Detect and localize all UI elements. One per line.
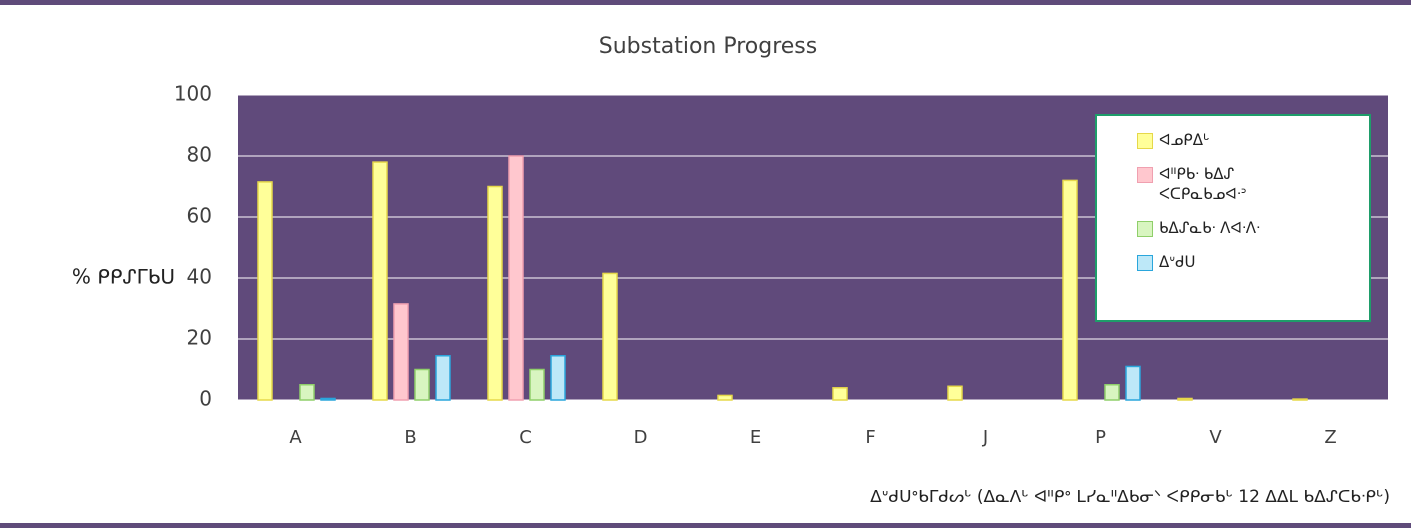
legend-swatch bbox=[1137, 167, 1153, 183]
bar bbox=[832, 387, 848, 401]
legend-swatch bbox=[1137, 221, 1153, 237]
y-tick-label: 20 bbox=[187, 326, 212, 350]
legend-swatch bbox=[1137, 133, 1153, 149]
y-tick-label: 40 bbox=[187, 265, 212, 289]
bar bbox=[435, 355, 451, 401]
bar bbox=[372, 161, 388, 401]
y-tick-label: 60 bbox=[187, 204, 212, 228]
legend-item: ᐃᐡᑯᑌ bbox=[1137, 252, 1307, 272]
legend: ᐊᓄᑭᐃᒡ ᐊᐦᑭᑲᐧ ᑲᐃᔑ ᐸᑕᑭᓇᑲᓄᐊᐧᐣ ᑲᐃᔑᓇᑲᐧ ᐱᐊᐧᐱᐧ ᐃᐡᑯᑌ bbox=[1095, 114, 1371, 322]
chart-title: Substation Progress bbox=[599, 34, 817, 59]
legend-label: ᑲᐃᔑᓇᑲᐧ ᐱᐊᐧᐱᐧ bbox=[1159, 219, 1260, 237]
bar bbox=[487, 185, 503, 401]
bar bbox=[1292, 398, 1308, 401]
x-tick-label: D bbox=[634, 427, 648, 448]
legend-item: ᑲᐃᔑᓇᑲᐧ ᐱᐊᐧᐱᐧ bbox=[1137, 218, 1307, 238]
bar bbox=[602, 272, 618, 401]
x-tick-label: J bbox=[982, 427, 988, 448]
bar bbox=[1062, 179, 1078, 401]
x-tick-label: V bbox=[1209, 427, 1222, 448]
bottom-border bbox=[0, 523, 1411, 528]
bar bbox=[414, 368, 430, 401]
bar bbox=[508, 155, 524, 401]
bar bbox=[550, 355, 566, 401]
legend-label: ᐊᐦᑭᑲᐧ ᑲᐃᔑ ᐸᑕᑭᓇᑲᓄᐊᐧᐣ bbox=[1159, 165, 1247, 203]
bar bbox=[320, 397, 336, 401]
y-tick-label: 80 bbox=[187, 143, 212, 167]
x-tick-label: A bbox=[289, 427, 302, 448]
legend-label: ᐊᓄᑭᐃᒡ bbox=[1159, 131, 1210, 149]
bar bbox=[299, 384, 315, 401]
x-tick-label: B bbox=[404, 427, 416, 448]
x-axis-title: ᐃᐡᑯᑌᐤᑲᒥᑯᔕᒡ (ᐃᓇᐱᒡ ᐊᐦᑭᐤ ᒪᓯᓇᐦᐃᑲᓂᐠ ᐸᑭᑭᓂᑲᒡ 12… bbox=[870, 487, 1390, 507]
bar bbox=[1177, 397, 1193, 401]
legend-swatch bbox=[1137, 255, 1153, 271]
bar bbox=[393, 303, 409, 401]
top-border bbox=[0, 0, 1411, 5]
bar bbox=[257, 181, 273, 401]
bar bbox=[1125, 365, 1141, 401]
legend-item: ᐊᐦᑭᑲᐧ ᑲᐃᔑ ᐸᑕᑭᓇᑲᓄᐊᐧᐣ bbox=[1137, 164, 1307, 204]
bar bbox=[1104, 384, 1120, 401]
bar bbox=[717, 394, 733, 401]
x-tick-label: F bbox=[865, 427, 875, 448]
legend-label: ᐃᐡᑯᑌ bbox=[1159, 253, 1196, 271]
y-tick-label: 0 bbox=[199, 387, 212, 411]
x-tick-label: E bbox=[750, 427, 761, 448]
bar bbox=[529, 368, 545, 401]
bar bbox=[947, 385, 963, 401]
legend-item: ᐊᓄᑭᐃᒡ bbox=[1137, 130, 1307, 150]
y-tick-label: 100 bbox=[174, 82, 212, 106]
x-tick-label: Z bbox=[1324, 427, 1336, 448]
x-tick-label: C bbox=[519, 427, 532, 448]
y-axis-title: % ᑭᑭᔑᒥᑲᑌ bbox=[72, 265, 175, 289]
x-tick-label: P bbox=[1095, 427, 1106, 448]
